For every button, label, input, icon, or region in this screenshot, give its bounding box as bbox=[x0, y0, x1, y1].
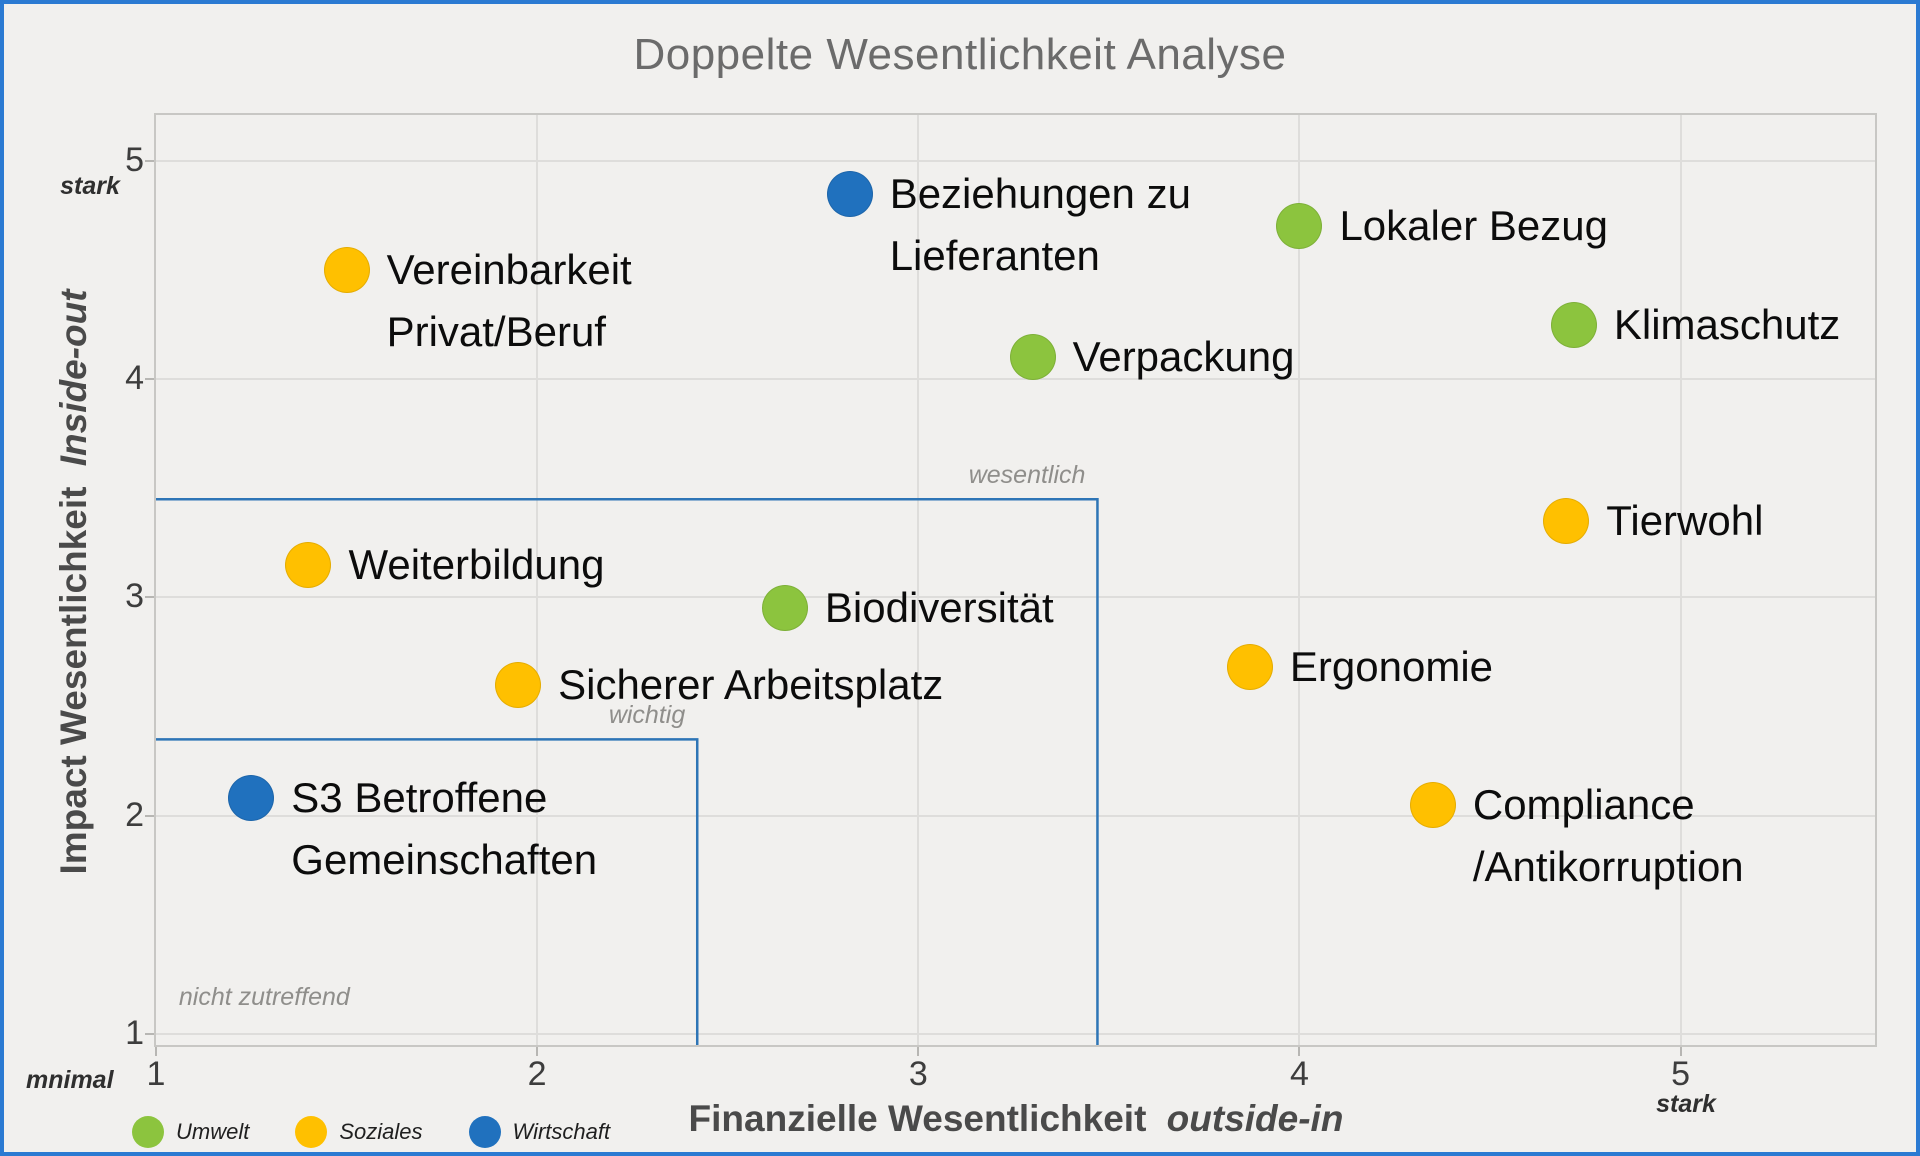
legend: Umwelt Soziales Wirtschaft bbox=[132, 1116, 610, 1148]
y-axis-tick-label: 4 bbox=[125, 359, 144, 398]
legend-label: Umwelt bbox=[176, 1119, 250, 1144]
x-axis-tick-label: 1 bbox=[146, 1055, 166, 1093]
x-axis-tick bbox=[1298, 1047, 1301, 1056]
y-axis-title: Impact Wesentlichkeit Inside-out bbox=[53, 290, 95, 875]
bubble-s3-betroffene bbox=[228, 775, 275, 822]
point-label-tierwohl: Tierwohl bbox=[1606, 497, 1764, 545]
h-gridline bbox=[156, 596, 1875, 599]
x-axis-max-label: stark bbox=[1656, 1090, 1716, 1118]
annotation-nicht-zutreffend: nicht zutreffend bbox=[178, 982, 350, 1011]
v-gridline bbox=[536, 115, 539, 1045]
axis-origin-label: mnimal bbox=[26, 1066, 114, 1094]
bubble-lokaler-bezug bbox=[1276, 203, 1323, 250]
x-axis-tick-label: 4 bbox=[1289, 1055, 1309, 1093]
y-axis-tick bbox=[145, 814, 154, 817]
x-axis-tick-label: 5 bbox=[1671, 1055, 1691, 1093]
y-axis-tick bbox=[145, 159, 154, 162]
bubble-tierwohl bbox=[1543, 498, 1590, 545]
bubble-ergonomie bbox=[1226, 644, 1273, 691]
y-axis-tick-label: 5 bbox=[125, 140, 144, 179]
point-label-vereinbarkeit: Vereinbarkeit Privat/Beruf bbox=[386, 246, 632, 355]
plot-area: 1 2 3 4 5 1 2 3 4 5 wesentlich wichtig nicht zutreff… bbox=[125, 113, 1877, 1093]
x-axis-title-text: Finanzielle Wesentlichkeit bbox=[688, 1098, 1147, 1139]
legend-item-soziales: Soziales bbox=[295, 1116, 423, 1148]
bubble-biodiversit-t bbox=[761, 585, 808, 632]
y-axis-title-text: Impact Wesentlichkeit bbox=[53, 486, 94, 875]
y-axis-max-label: stark bbox=[60, 172, 120, 200]
bubble-klimaschutz bbox=[1550, 301, 1597, 348]
point-label-weiterbildung: Weiterbildung bbox=[348, 540, 605, 588]
bubble-verpackung bbox=[1009, 334, 1056, 381]
v-gridline bbox=[1679, 115, 1682, 1045]
point-label-compliance: Compliance/Antikorruption bbox=[1472, 780, 1744, 890]
threshold-label-wichtig: wichtig bbox=[608, 701, 686, 730]
legend-item-umwelt: Umwelt bbox=[132, 1116, 249, 1148]
v-gridline bbox=[917, 115, 920, 1045]
v-gridline bbox=[1298, 115, 1301, 1045]
bubble-compliance bbox=[1409, 781, 1456, 828]
legend-color-icon bbox=[468, 1116, 501, 1148]
threshold-label-wesentlich: wesentlich bbox=[968, 461, 1086, 490]
x-axis-title-italic: outside-in bbox=[1166, 1098, 1344, 1139]
point-label-verpackung: Verpackung bbox=[1072, 333, 1295, 381]
legend-label: Soziales bbox=[339, 1119, 423, 1144]
y-axis-tick bbox=[145, 1033, 154, 1036]
point-label-beziehungen-zu: Beziehungen zu Lieferanten bbox=[889, 169, 1191, 279]
y-axis-tick-label: 2 bbox=[125, 795, 144, 834]
point-label-klimaschutz: Klimaschutz bbox=[1613, 300, 1841, 348]
h-gridline bbox=[156, 378, 1875, 381]
h-gridline bbox=[156, 159, 1875, 162]
point-label-biodiversit-t: Biodiversität bbox=[824, 584, 1054, 632]
legend-label: Wirtschaft bbox=[512, 1119, 611, 1144]
x-axis-tick bbox=[1679, 1047, 1682, 1056]
x-axis-tick bbox=[917, 1047, 920, 1056]
chart-title: Doppelte Wesentlichkeit Analyse bbox=[633, 30, 1287, 79]
y-axis-tick-label: 3 bbox=[125, 577, 144, 616]
x-axis-tick bbox=[536, 1047, 539, 1056]
y-axis-tick bbox=[145, 596, 154, 599]
h-gridline bbox=[156, 814, 1875, 817]
threshold-line-wichtig bbox=[156, 738, 699, 1045]
point-label-lokaler-bezug: Lokaler Bezug bbox=[1339, 202, 1608, 250]
y-axis-tick bbox=[145, 378, 154, 381]
h-gridline bbox=[156, 1033, 1875, 1036]
y-axis-title-italic: Inside-out bbox=[53, 289, 94, 467]
threshold-lines bbox=[156, 497, 1099, 1045]
point-label-sicherer-arbeitsplatz: Sicherer Arbeitsplatz bbox=[558, 660, 944, 708]
x-axis-title: Finanzielle Wesentlichkeit outside-in bbox=[689, 1098, 1344, 1140]
bubble-beziehungen-zu bbox=[826, 170, 873, 217]
bubble-weiterbildung bbox=[285, 541, 332, 588]
point-label-s3-betroffene: S3 Betroffene Gemeinschaften bbox=[291, 774, 598, 884]
legend-item-wirtschaft: Wirtschaft bbox=[468, 1116, 611, 1148]
x-axis-tick-label: 3 bbox=[908, 1055, 928, 1093]
bubble-vereinbarkeit bbox=[323, 247, 370, 293]
y-axis-tick-label: 1 bbox=[125, 1014, 144, 1053]
legend-color-icon bbox=[295, 1116, 328, 1148]
x-axis-tick-label: 2 bbox=[527, 1055, 547, 1093]
threshold-line-wesentlich bbox=[156, 497, 1099, 1045]
x-axis-tick bbox=[155, 1047, 157, 1056]
legend-color-icon bbox=[132, 1116, 164, 1148]
point-label-ergonomie: Ergonomie bbox=[1289, 643, 1494, 691]
bubble-sicherer-arbeitsplatz bbox=[495, 661, 542, 708]
